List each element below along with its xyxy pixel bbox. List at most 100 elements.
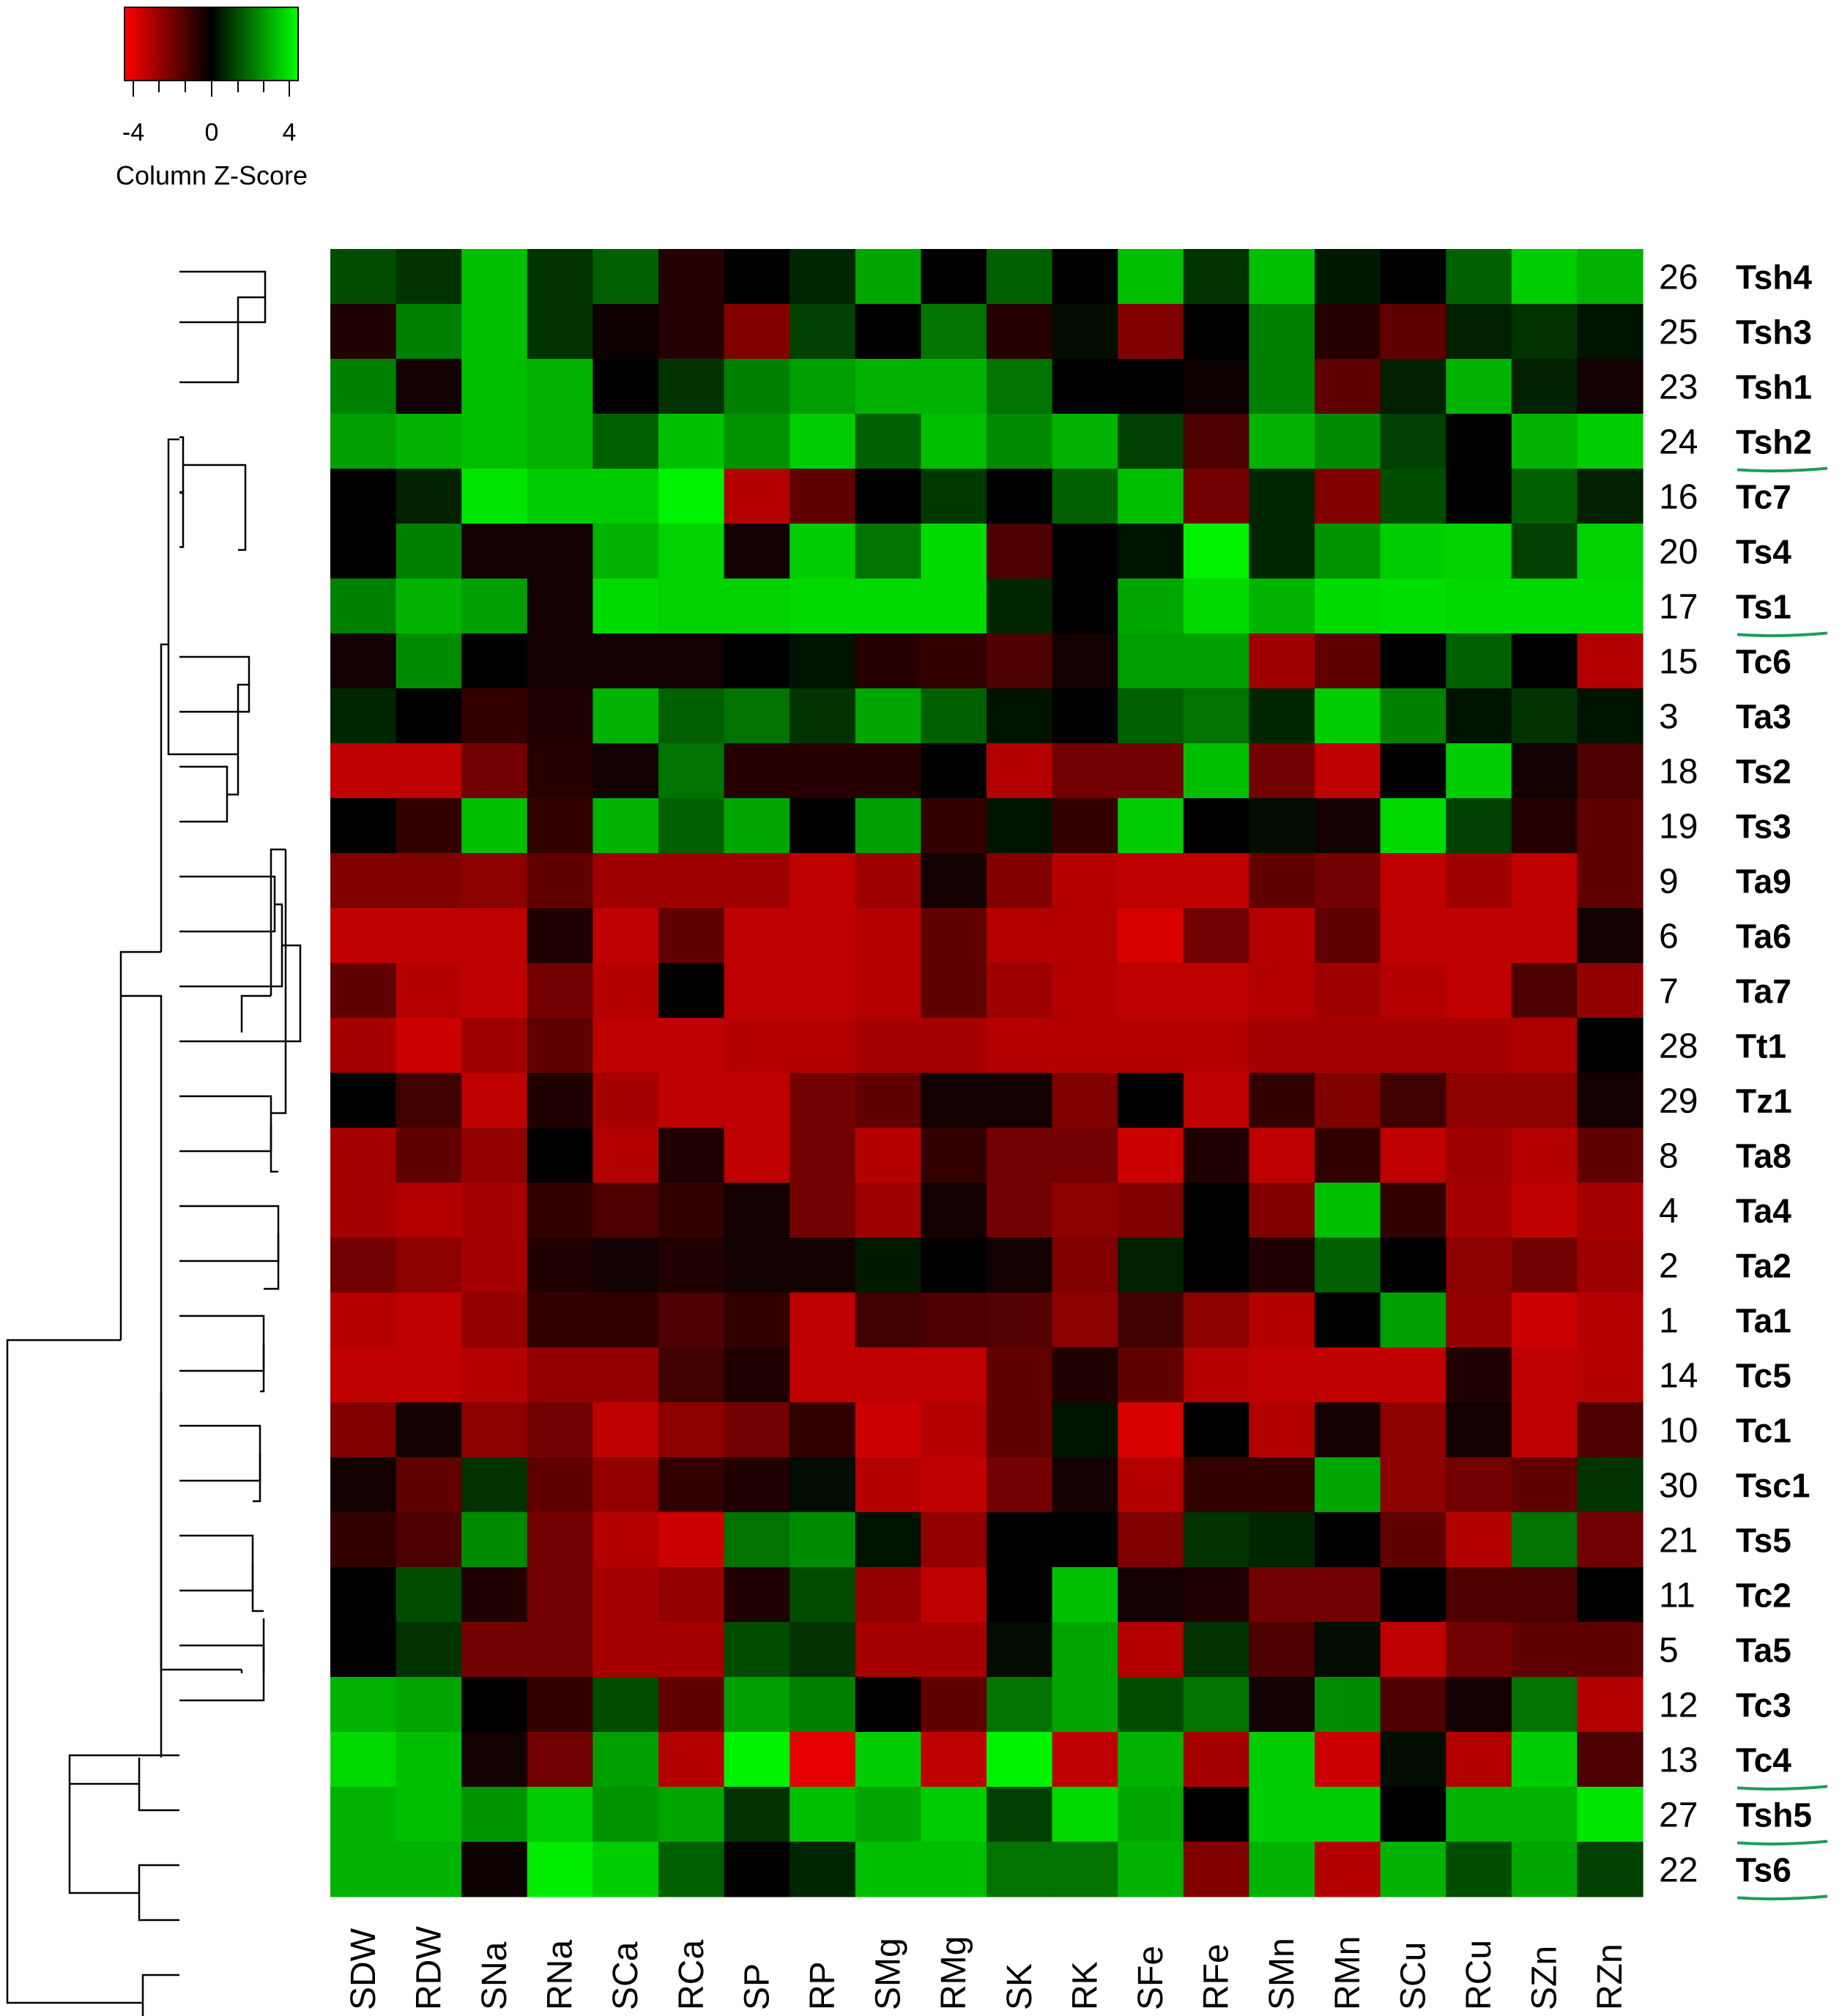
heatmap-cell bbox=[1118, 853, 1184, 909]
heatmap-cell bbox=[527, 963, 593, 1019]
heatmap-cell bbox=[790, 1402, 856, 1458]
heatmap-cell bbox=[461, 633, 528, 689]
heatmap-cell bbox=[1183, 524, 1249, 579]
heatmap-cell bbox=[1052, 853, 1118, 909]
row-name-label: Ts1 bbox=[1736, 588, 1791, 626]
heatmap-cell bbox=[461, 908, 528, 964]
heatmap-cell bbox=[987, 1677, 1053, 1733]
heatmap-cell bbox=[1577, 1512, 1644, 1568]
row-name-label: Ts3 bbox=[1736, 808, 1791, 846]
heatmap-cell bbox=[1446, 633, 1512, 689]
heatmap-cell bbox=[1380, 524, 1447, 579]
heatmap-cell bbox=[1118, 1567, 1184, 1623]
heatmap-cell bbox=[461, 579, 528, 634]
heatmap-cell bbox=[1118, 1787, 1184, 1842]
heatmap-cell bbox=[724, 304, 790, 360]
column-label: RMn bbox=[1329, 1936, 1367, 2010]
column-label: RP bbox=[803, 1961, 842, 2010]
heatmap-cell bbox=[1511, 1347, 1578, 1403]
heatmap-cell bbox=[1118, 688, 1184, 744]
heatmap-cell bbox=[330, 1457, 397, 1513]
heatmap-cell bbox=[855, 359, 921, 414]
row-name-underline bbox=[1737, 1785, 1828, 1791]
heatmap-cell bbox=[1183, 579, 1249, 634]
heatmap-cell bbox=[395, 1018, 462, 1074]
heatmap-cell bbox=[921, 1018, 987, 1074]
heatmap-cell bbox=[527, 1787, 593, 1842]
row-dendrogram bbox=[6, 270, 302, 2016]
heatmap-cell bbox=[1249, 1183, 1315, 1238]
heatmap-cell bbox=[1446, 1018, 1512, 1074]
heatmap-cell bbox=[1249, 908, 1315, 964]
heatmap-cell bbox=[855, 414, 921, 469]
heatmap-cell bbox=[1577, 633, 1644, 689]
heatmap-cell bbox=[855, 1787, 921, 1842]
heatmap-cell bbox=[527, 1183, 593, 1238]
heatmap-cell bbox=[1315, 798, 1381, 854]
heatmap-cell bbox=[1249, 579, 1315, 634]
heatmap-cell bbox=[724, 963, 790, 1019]
heatmap-cell bbox=[1446, 414, 1512, 469]
heatmap-cell bbox=[658, 798, 725, 854]
heatmap-cell bbox=[658, 414, 725, 469]
heatmap-cell bbox=[790, 963, 856, 1019]
heatmap-cell bbox=[1315, 1677, 1381, 1733]
heatmap-cell bbox=[1052, 908, 1118, 964]
row-number-label: 11 bbox=[1659, 1577, 1696, 1615]
row-name-label: Tsh2 bbox=[1736, 423, 1812, 461]
heatmap-cell bbox=[527, 1842, 593, 1897]
heatmap-cell bbox=[330, 1622, 397, 1678]
heatmap-cell bbox=[330, 853, 397, 909]
heatmap-cell bbox=[461, 688, 528, 744]
heatmap-cell bbox=[1380, 1183, 1447, 1238]
heatmap-cell bbox=[1315, 1402, 1381, 1458]
heatmap-cell bbox=[921, 304, 987, 360]
heatmap-cell bbox=[1118, 1238, 1184, 1293]
heatmap-cell bbox=[1315, 688, 1381, 744]
heatmap-cell bbox=[1511, 1183, 1578, 1238]
heatmap-cell bbox=[1577, 798, 1644, 854]
heatmap-cell bbox=[855, 1128, 921, 1183]
heatmap-cell bbox=[1446, 1622, 1512, 1678]
heatmap-cell bbox=[1052, 469, 1118, 524]
heatmap-cell bbox=[921, 853, 987, 909]
heatmap-cell bbox=[527, 1292, 593, 1348]
row-name-underline bbox=[1737, 631, 1828, 638]
heatmap-cell bbox=[330, 1347, 397, 1403]
heatmap-cell bbox=[330, 1677, 397, 1733]
heatmap-cell bbox=[724, 743, 790, 799]
heatmap-cell bbox=[1577, 908, 1644, 964]
heatmap-cell bbox=[395, 414, 462, 469]
row-number-label: 25 bbox=[1659, 313, 1698, 352]
heatmap-cell bbox=[1249, 743, 1315, 799]
color-key-gradient bbox=[124, 7, 299, 81]
heatmap-cell bbox=[593, 579, 659, 634]
heatmap-cell bbox=[1446, 798, 1512, 854]
heatmap-cell bbox=[1183, 1622, 1249, 1678]
heatmap-cell bbox=[1183, 249, 1249, 305]
heatmap-cell bbox=[987, 743, 1053, 799]
heatmap-cell bbox=[1511, 853, 1578, 909]
heatmap-cell bbox=[1380, 304, 1447, 360]
heatmap-cell bbox=[1577, 249, 1644, 305]
heatmap-cell bbox=[1380, 798, 1447, 854]
heatmap-cell bbox=[395, 633, 462, 689]
heatmap-cell bbox=[1052, 1567, 1118, 1623]
heatmap-cell bbox=[1511, 798, 1578, 854]
heatmap-cell bbox=[1183, 1073, 1249, 1128]
heatmap-cell bbox=[330, 1292, 397, 1348]
heatmap-cell bbox=[527, 1238, 593, 1293]
heatmap-cell bbox=[593, 633, 659, 689]
heatmap-cell bbox=[1118, 1842, 1184, 1897]
heatmap-cell bbox=[1315, 1457, 1381, 1513]
heatmap-cell bbox=[1052, 1347, 1118, 1403]
heatmap-cell bbox=[921, 1347, 987, 1403]
heatmap-cell bbox=[724, 633, 790, 689]
heatmap-cell bbox=[1052, 304, 1118, 360]
heatmap-cell bbox=[395, 1512, 462, 1568]
row-number-label: 16 bbox=[1659, 478, 1698, 517]
heatmap-cell bbox=[855, 1238, 921, 1293]
heatmap-cell bbox=[1446, 1842, 1512, 1897]
heatmap-cell bbox=[1511, 1512, 1578, 1568]
heatmap-cell bbox=[330, 908, 397, 964]
